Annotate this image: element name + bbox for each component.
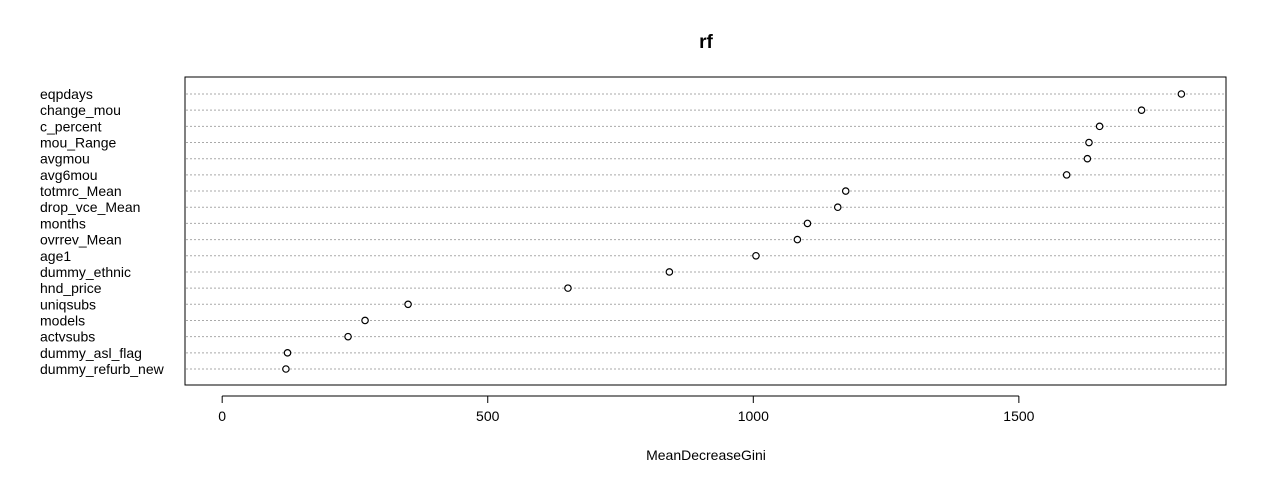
data-point [1137,106,1146,114]
category-label: months [40,215,86,231]
category-label: c_percent [40,118,102,134]
x-axis: 0 500 1000 1500 [218,395,1035,424]
data-point [803,219,812,228]
data-point [752,251,760,260]
category-label: models [40,312,85,328]
data-point [282,365,290,373]
data-point [833,203,842,212]
category-labels: eqpdayschange_mouc_percentmou_Rangeavgmo… [40,86,165,377]
data-point [1085,138,1093,147]
category-label: drop_vce_Mean [40,199,140,215]
x-tick-label: 0 [218,408,226,424]
data-point [1095,122,1104,131]
guide-lines [186,93,1225,370]
data-point [404,300,412,309]
category-label: hnd_price [40,280,102,296]
plot-frame [184,76,1227,386]
x-tick-label: 1500 [1003,408,1034,424]
data-point [841,187,850,195]
category-label: eqpdays [40,86,93,102]
x-tick-label: 1000 [738,408,769,424]
category-label: ovrrev_Mean [40,232,122,248]
data-point [1083,154,1092,163]
category-label: change_mou [40,102,121,118]
x-axis-label: MeanDecreaseGini [646,447,766,463]
data-point [564,284,572,292]
data-point [283,349,292,357]
category-label: dummy_ethnic [40,264,131,280]
category-label: totmrc_Mean [40,183,122,199]
category-label: dummy_asl_flag [40,345,142,361]
data-point [344,332,352,341]
data-point [793,235,802,244]
category-label: actvsubs [40,329,95,345]
data-point [665,268,674,276]
category-label: avg6mou [40,167,98,183]
data-point [1177,90,1186,98]
x-tick-label: 500 [476,408,500,424]
data-points [282,90,1186,373]
category-label: mou_Range [40,135,116,151]
category-label: dummy_refurb_new [40,361,165,377]
chart-title: rf [699,32,713,53]
category-label: age1 [40,248,71,264]
data-point [361,316,369,325]
category-label: avgmou [40,151,90,167]
category-label: uniqsubs [40,296,96,312]
data-point [1062,171,1071,179]
